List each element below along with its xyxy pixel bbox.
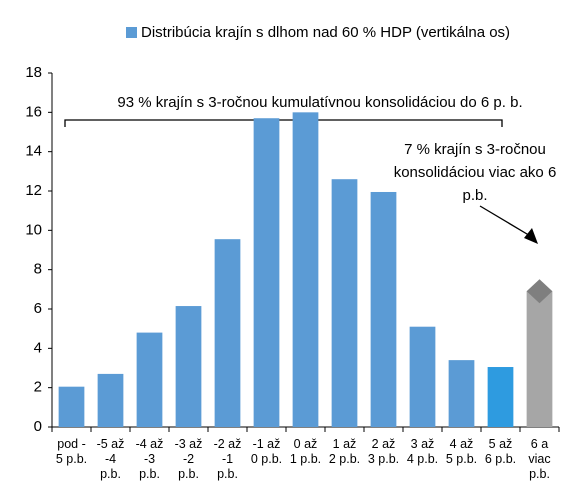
x-tick-label: 3 až 4 p.b. bbox=[406, 437, 439, 466]
y-tick-label: 18 bbox=[25, 64, 42, 81]
x-tick-label: -1 až 0 p.b. bbox=[250, 437, 283, 466]
y-tick-label: 12 bbox=[25, 182, 42, 199]
bar bbox=[292, 112, 319, 427]
bracket bbox=[64, 119, 503, 127]
bar bbox=[370, 191, 397, 427]
y-tick-label: 8 bbox=[34, 261, 42, 278]
y-tick-label: 16 bbox=[25, 103, 42, 120]
x-tick-label: 4 až 5 p.b. bbox=[445, 437, 478, 466]
x-tick-label: -2 až -1 p.b. bbox=[213, 437, 242, 481]
x-tick-label: 5 až 6 p.b. bbox=[484, 437, 517, 466]
bar bbox=[448, 360, 475, 427]
bar bbox=[526, 291, 553, 427]
bar bbox=[175, 306, 202, 427]
y-tick-label: 14 bbox=[25, 143, 42, 160]
bar bbox=[487, 367, 514, 427]
x-tick-label: -3 až -2 p.b. bbox=[174, 437, 203, 481]
bar bbox=[97, 373, 124, 427]
arrow bbox=[479, 205, 533, 238]
x-tick-label: pod - 5 p.b. bbox=[55, 437, 88, 466]
x-tick-label: -5 až -4 p.b. bbox=[96, 437, 125, 481]
arrow-head bbox=[524, 228, 538, 244]
annotation: 7 % krajín s 3-ročnou konsolidáciou viac… bbox=[393, 141, 557, 204]
bar bbox=[58, 386, 85, 427]
bar bbox=[409, 326, 436, 427]
y-tick-label: 6 bbox=[34, 300, 42, 317]
bar bbox=[136, 332, 163, 427]
x-tick-label: 6 a viac p.b. bbox=[528, 437, 551, 481]
x-tick-label: 2 až 3 p.b. bbox=[367, 437, 400, 466]
legend-swatch bbox=[126, 27, 137, 38]
annotation: 93 % krajín s 3-ročnou kumulatívnou kons… bbox=[117, 94, 522, 111]
legend-label: Distribúcia krajín s dlhom nad 60 % HDP … bbox=[141, 24, 510, 41]
x-tick-label: 0 až 1 p.b. bbox=[289, 437, 322, 466]
y-tick-label: 10 bbox=[25, 221, 42, 238]
bar bbox=[253, 118, 280, 427]
x-tick-label: -4 až -3 p.b. bbox=[135, 437, 164, 481]
bar bbox=[331, 179, 358, 427]
bar bbox=[214, 239, 241, 427]
x-tick-label: 1 až 2 p.b. bbox=[328, 437, 361, 466]
bar-marker bbox=[526, 279, 553, 304]
y-tick-label: 4 bbox=[34, 339, 42, 356]
y-tick-label: 2 bbox=[34, 379, 42, 396]
y-tick-label: 0 bbox=[34, 418, 42, 435]
